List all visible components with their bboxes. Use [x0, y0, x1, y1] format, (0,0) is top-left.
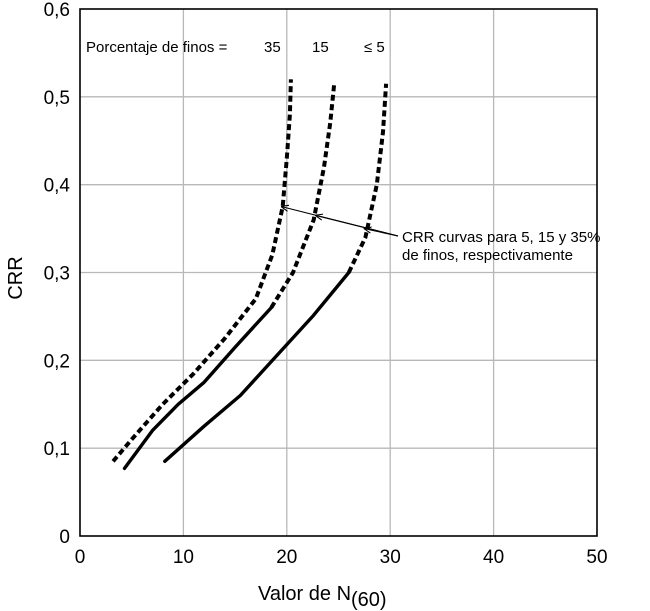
series-35-dashed-line [111, 79, 293, 463]
x-axis-title: Valor de N(60) [258, 583, 387, 611]
x-axis-title-subscript: (60) [351, 589, 387, 611]
y-tick-label: 0,2 [44, 351, 70, 372]
annotation-arrows [282, 207, 399, 237]
annotation-line-2: de finos, respectivamente [402, 247, 573, 264]
x-tick-labels: 0 10 20 30 40 50 [75, 547, 608, 568]
y-tick-label: 0,1 [44, 439, 70, 460]
annotation-line-1: CRR curvas para 5, 15 y 35% [402, 229, 600, 246]
fines-label-5: ≤ 5 [364, 39, 385, 56]
plot-frame [79, 8, 598, 537]
series-5-solid-line [163, 270, 351, 463]
fines-header-prefix: Porcentaje de finos = [86, 39, 228, 56]
annotation-arrow [364, 229, 399, 237]
y-tick-label: 0 [59, 527, 70, 548]
y-tick-label: 0,5 [44, 88, 70, 109]
fines-label-35: 35 [264, 39, 281, 56]
series-group [111, 79, 389, 471]
crr-annotation: CRR curvas para 5, 15 y 35% de finos, re… [282, 207, 600, 264]
grid-lines [80, 9, 597, 536]
x-tick-label: 10 [173, 547, 194, 568]
y-axis-title: CRR [5, 256, 27, 299]
x-axis-title-main: Valor de N [258, 583, 351, 605]
x-tick-label: 40 [483, 547, 504, 568]
y-tick-label: 0,3 [44, 264, 70, 285]
x-tick-label: 30 [380, 547, 401, 568]
series-5-dashed-line [346, 83, 389, 274]
series-15-dashed-line [269, 81, 337, 309]
fines-label-15: 15 [312, 39, 329, 56]
y-tick-labels: 0 0,1 0,2 0,3 0,4 0,5 0,6 [44, 0, 71, 548]
series-15-solid-line [122, 305, 273, 471]
y-tick-label: 0,6 [44, 0, 70, 21]
fines-header: Porcentaje de finos = 35 15 ≤ 5 [86, 39, 385, 56]
x-tick-label: 50 [586, 547, 607, 568]
y-tick-label: 0,4 [44, 176, 71, 197]
x-tick-label: 0 [75, 547, 86, 568]
x-tick-label: 20 [276, 547, 297, 568]
